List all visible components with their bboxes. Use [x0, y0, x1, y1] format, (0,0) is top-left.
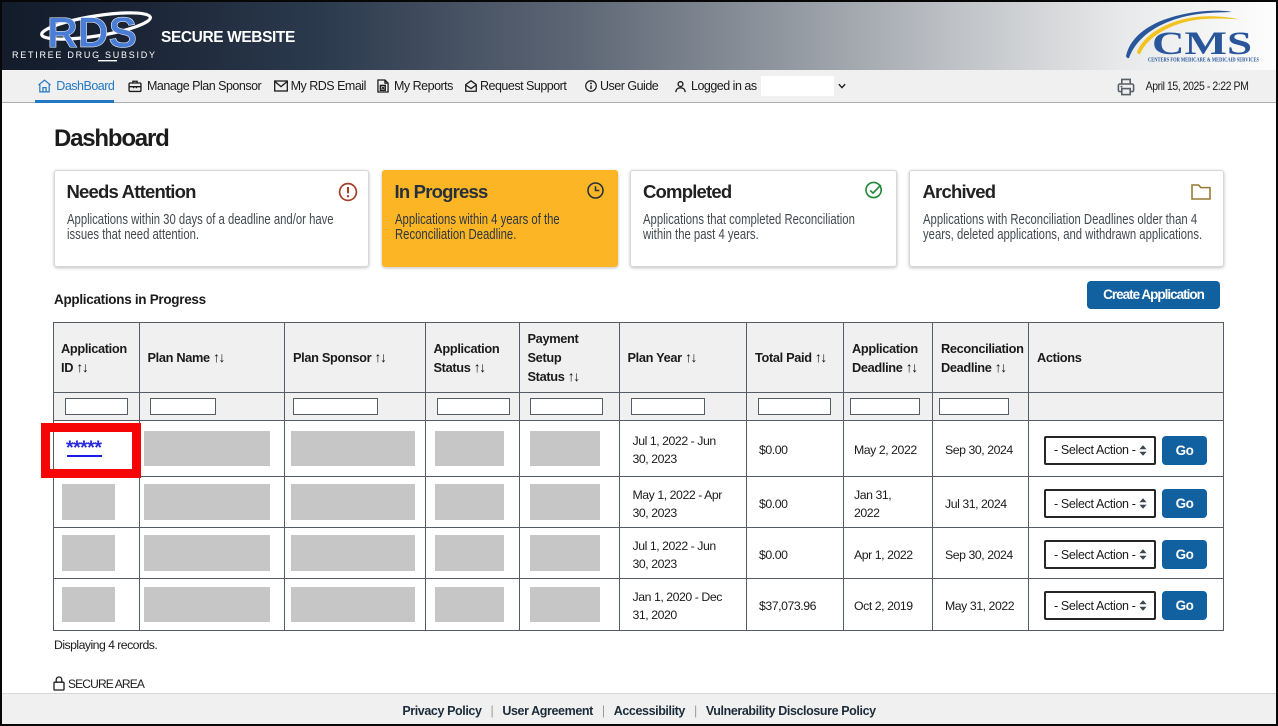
- svg-text:RDS: RDS: [47, 10, 137, 57]
- svg-text:CMS: CMS: [1152, 26, 1252, 62]
- svg-text:RETIREE DRUG SUBSIDY: RETIREE DRUG SUBSIDY: [12, 50, 155, 60]
- svg-text:CENTERS FOR MEDICARE & MEDICAI: CENTERS FOR MEDICARE & MEDICAID SERVICES: [1148, 58, 1260, 64]
